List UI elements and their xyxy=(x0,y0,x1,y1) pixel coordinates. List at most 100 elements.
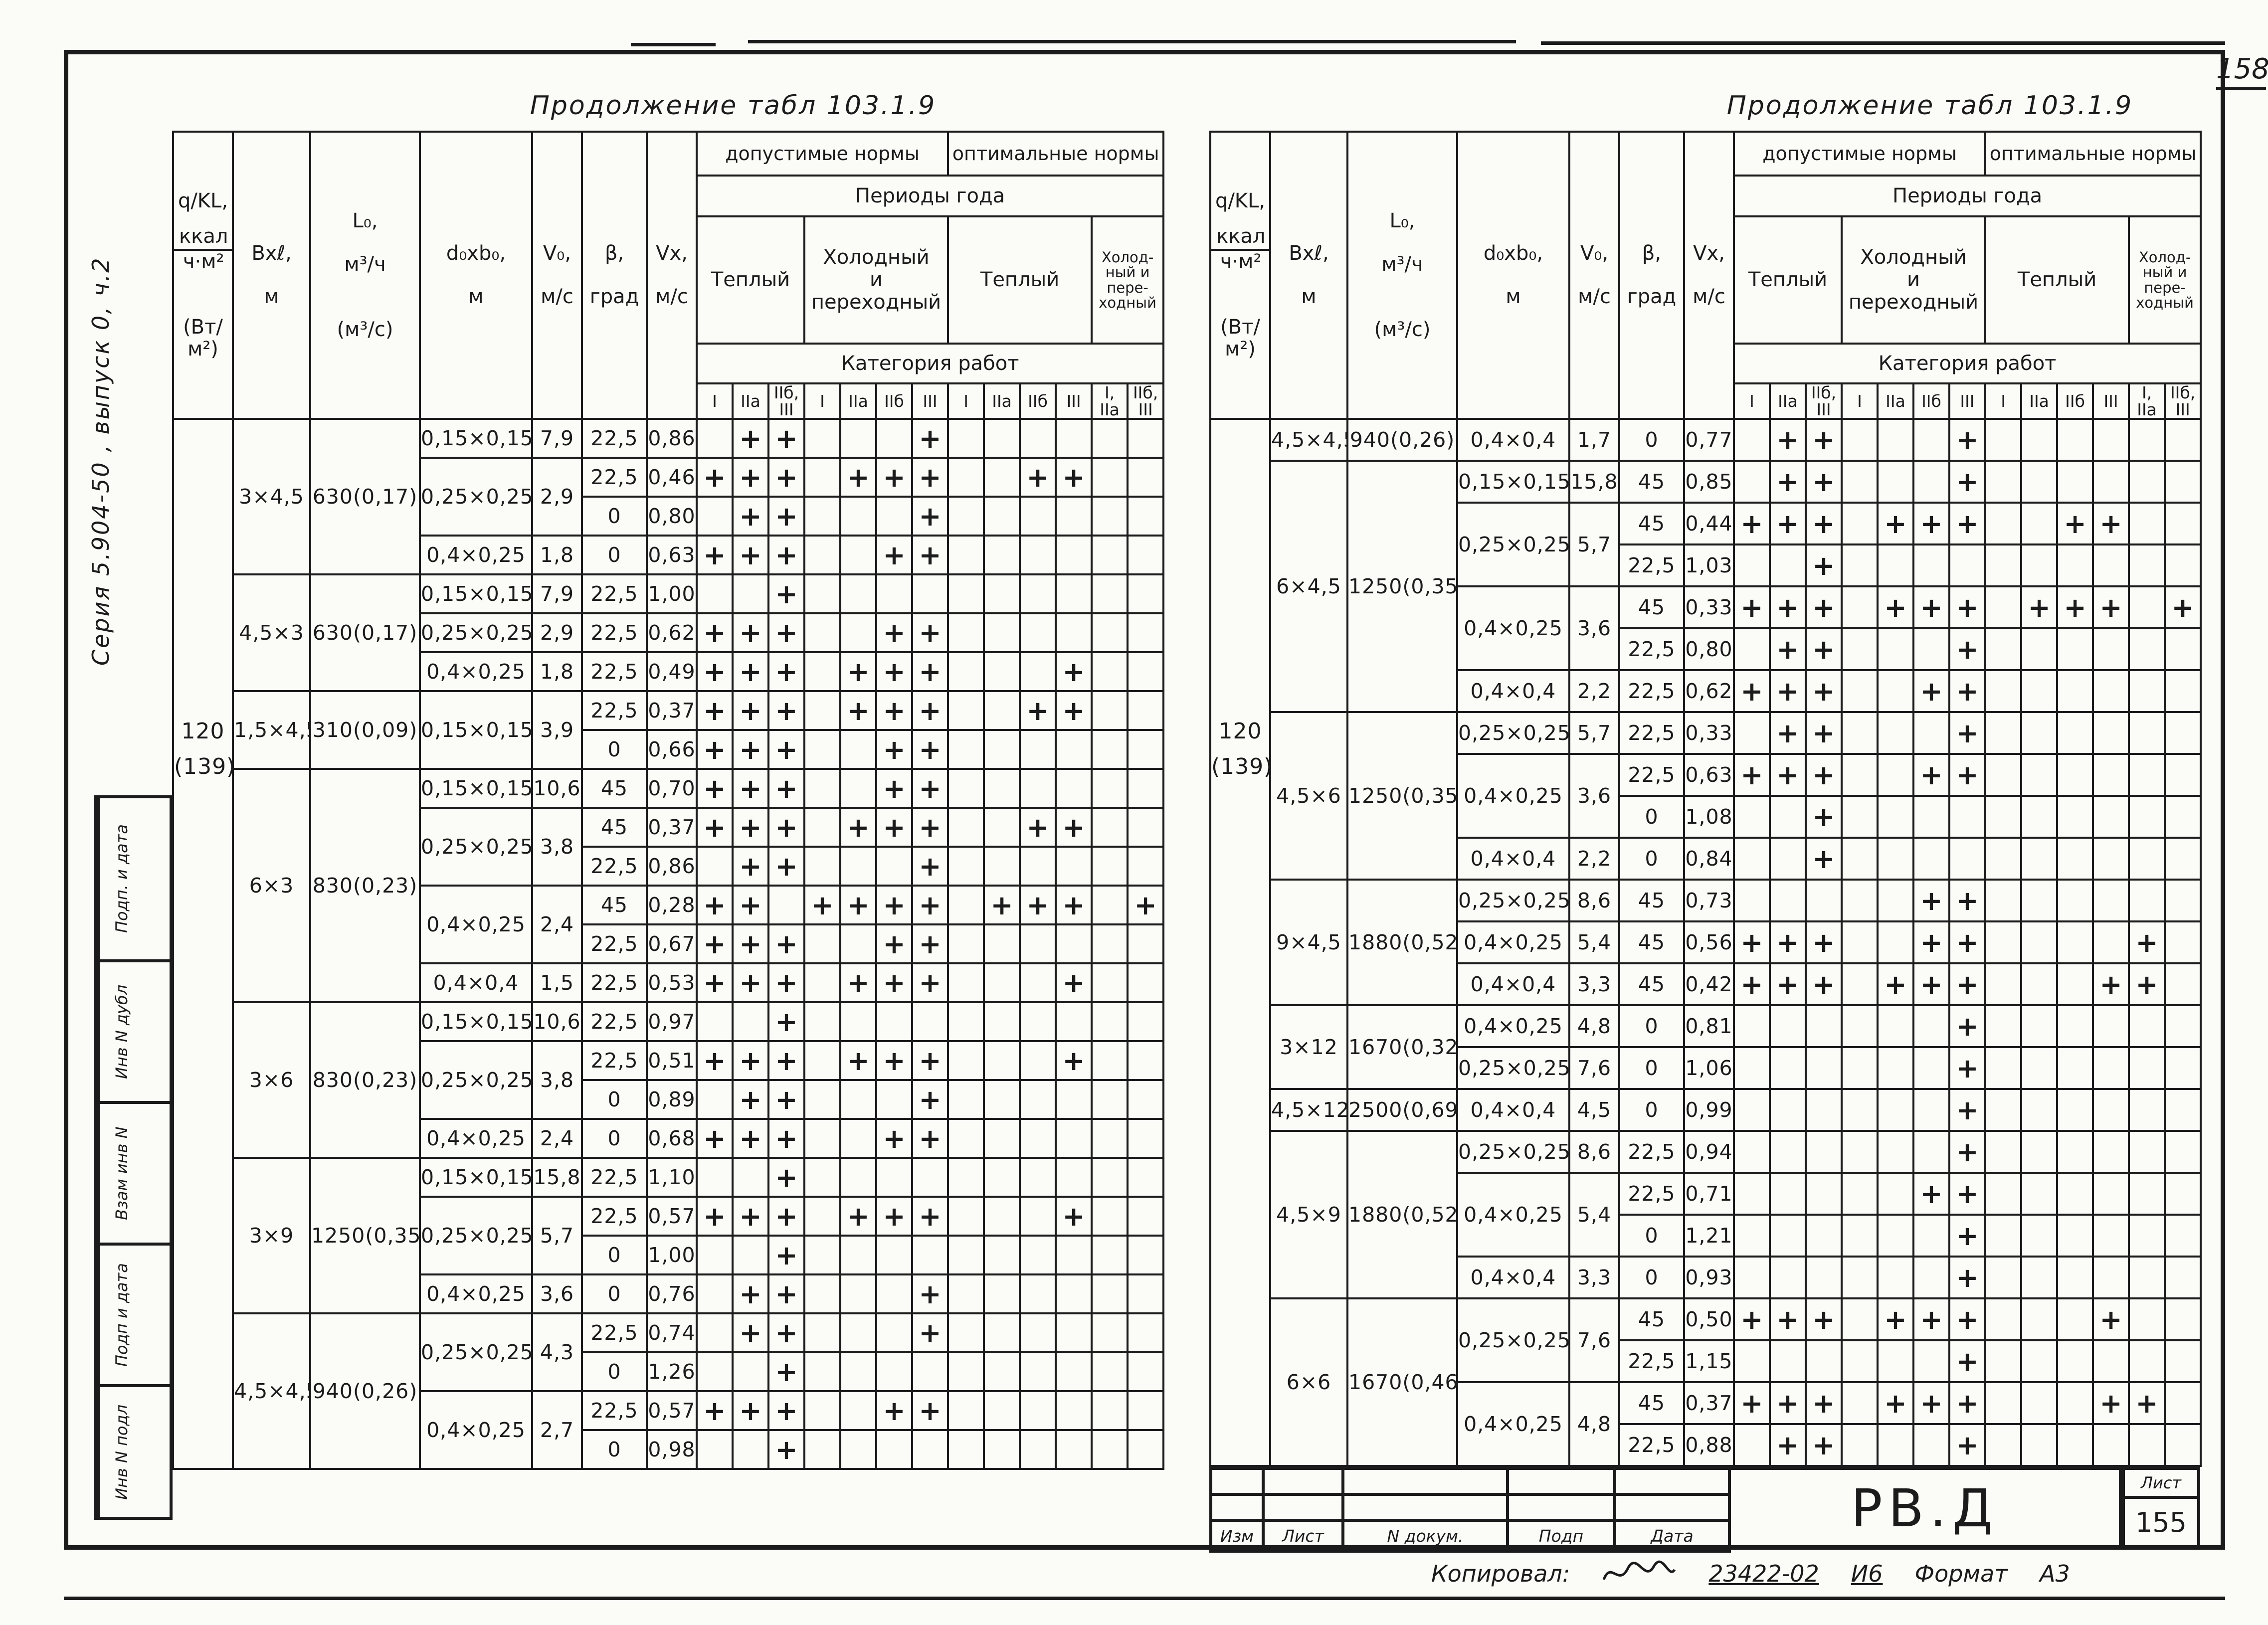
empty-cell xyxy=(839,729,877,770)
unit-bottom: ч·м² xyxy=(1220,250,1262,273)
empty-cell xyxy=(1877,1256,1914,1300)
plus-mark-cell: + xyxy=(1805,962,1843,1007)
plus-mark-cell: + xyxy=(1948,1046,1987,1090)
empty-cell xyxy=(839,1273,877,1315)
empty-cell xyxy=(803,923,841,965)
cell-beta: 22,5 xyxy=(1618,1130,1685,1174)
table-row: 0,4×0,25 5,4 22,5 0,71 + + xyxy=(1210,1172,2202,1258)
column-header: V₀, м/с xyxy=(531,130,583,420)
header-line: q/KL, xyxy=(1215,189,1266,213)
cell-vx: 1,00 xyxy=(646,1235,698,1276)
empty-cell xyxy=(911,1001,949,1043)
cell-v0: 1,5 xyxy=(531,962,583,1004)
column-header: d₀xb₀, м xyxy=(419,130,533,420)
cell-bxl: 4,5×4,5 xyxy=(1269,418,1348,462)
table-row: 0,25×0,25 2,9 22,5 0,46 + + + + + + + + xyxy=(173,457,1165,537)
plus-mark-cell: + xyxy=(732,729,769,770)
empty-cell xyxy=(1055,535,1093,576)
empty-cell xyxy=(1984,1381,2023,1426)
plus-mark-cell: + xyxy=(767,1118,805,1159)
empty-cell xyxy=(1805,1256,1843,1300)
sheet-number: 155 xyxy=(2135,1506,2187,1538)
category-label: IIа xyxy=(1877,382,1914,420)
cell-vx: 0,80 xyxy=(646,496,698,537)
cell-beta: 22,5 xyxy=(581,612,648,654)
empty-cell xyxy=(875,1001,913,1043)
plus-mark-cell: + xyxy=(875,768,913,809)
table-row: 0,4×0,25 2,7 22,5 0,57 + + + + + xyxy=(173,1390,1165,1470)
norms-table-left: q/KL, ккал ч·м² (Вт/м²) Вxℓ, м L₀, м³/ч (м³/с) d₀… xyxy=(172,130,1165,1470)
empty-cell xyxy=(1091,1079,1129,1120)
plus-mark-cell: + xyxy=(1948,711,1987,755)
empty-cell xyxy=(1733,879,1771,923)
empty-cell xyxy=(2092,753,2130,797)
empty-cell xyxy=(983,651,1021,693)
header-line: V₀, xyxy=(543,242,571,265)
empty-cell xyxy=(696,573,734,615)
cell-v0: 2,2 xyxy=(1568,837,1620,881)
plus-mark-cell: + xyxy=(1948,1130,1987,1174)
empty-cell xyxy=(875,1429,913,1470)
cell-beta: 0 xyxy=(1618,1046,1685,1090)
empty-cell xyxy=(2020,543,2059,588)
cell-q-value: 120 (139) xyxy=(172,418,234,1470)
empty-cell xyxy=(2164,1423,2202,1467)
empty-cell xyxy=(1055,573,1093,615)
cell-beta: 22,5 xyxy=(581,1390,648,1432)
cell-beta: 22,5 xyxy=(1618,627,1685,672)
empty-cell xyxy=(875,1235,913,1276)
empty-cell xyxy=(947,1157,985,1198)
empty-cell xyxy=(1733,837,1771,881)
empty-cell xyxy=(1841,837,1879,881)
empty-cell xyxy=(947,573,985,615)
empty-cell xyxy=(1127,1196,1165,1237)
empty-cell xyxy=(1877,627,1914,672)
cell-beta: 0 xyxy=(1618,837,1685,881)
cell-d0xb0: 0,15×0,15 xyxy=(419,573,533,615)
cell-d0xb0: 0,25×0,25 xyxy=(1456,1046,1570,1090)
stamp-box: Взам инв N xyxy=(94,1101,173,1246)
empty-cell xyxy=(732,573,769,615)
empty-cell xyxy=(1091,1001,1129,1043)
plus-mark-cell: + xyxy=(1805,669,1843,714)
header-line: м xyxy=(1301,285,1317,309)
plus-mark-cell: + xyxy=(875,612,913,654)
empty-cell xyxy=(803,1273,841,1315)
empty-cell xyxy=(1912,837,1950,881)
plus-mark-cell: + xyxy=(1769,1297,1807,1342)
plus-mark-cell: + xyxy=(839,885,877,926)
header-line: м/с xyxy=(655,285,688,309)
empty-cell xyxy=(1805,1172,1843,1216)
empty-cell xyxy=(1733,1423,1771,1467)
empty-cell xyxy=(1127,1273,1165,1315)
empty-cell xyxy=(803,1196,841,1237)
plus-mark-cell: + xyxy=(1733,502,1771,546)
plus-mark-cell: + xyxy=(1948,1339,1987,1384)
cell-l0: 1880(0,52) xyxy=(1346,879,1458,1007)
cell-v0: 2,9 xyxy=(531,612,583,654)
plus-mark-cell: + xyxy=(911,923,949,965)
empty-cell xyxy=(983,1157,1021,1198)
plus-mark-cell: + xyxy=(1948,1088,1987,1132)
table-row: 0,4×0,25 4,8 45 0,37 + + + + + + + + xyxy=(1210,1381,2202,1467)
empty-cell xyxy=(839,612,877,654)
empty-cell xyxy=(2164,502,2202,546)
cell-beta: 45 xyxy=(1618,962,1685,1007)
empty-cell xyxy=(2128,1214,2166,1258)
cell-d0xb0: 0,4×0,25 xyxy=(1456,753,1570,839)
header-row: Категория работ xyxy=(1210,343,2202,384)
empty-cell xyxy=(2092,1214,2130,1258)
empty-cell xyxy=(1019,612,1057,654)
empty-cell xyxy=(1091,496,1129,537)
empty-cell xyxy=(1984,1256,2023,1300)
table-row: 22,5 1,03 + xyxy=(1210,543,2202,588)
empty-cell xyxy=(911,1351,949,1393)
table-row: 0,25×0,25 5,7 22,5 0,57 + + + + + + + xyxy=(173,1196,1165,1276)
empty-cell xyxy=(2164,543,2202,588)
cell-v0: 15,8 xyxy=(1568,460,1620,504)
cell-beta: 45 xyxy=(581,885,648,926)
norms-table-right-mount: q/KL, ккал ч·м² (Вт/м²) Вxℓ, м L₀, м³/ч (м³/с) d₀… xyxy=(1209,130,2202,1467)
empty-cell xyxy=(2092,879,2130,923)
plus-mark-cell: + xyxy=(911,807,949,848)
cell-beta: 22,5 xyxy=(581,1157,648,1198)
